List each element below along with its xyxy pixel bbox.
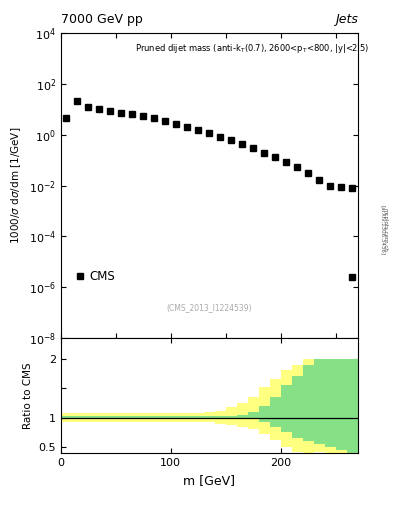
Text: mcplots.cern.ch: mcplots.cern.ch [383,208,387,252]
Bar [138,416,149,419]
Bar [204,416,215,419]
Bar [149,413,160,422]
Bar [72,413,83,422]
Bar [138,413,149,422]
Bar [193,413,204,422]
Bar [325,358,336,447]
Text: 7000 GeV pp: 7000 GeV pp [61,13,143,26]
Bar [314,358,325,444]
Bar [171,416,182,419]
Bar [160,413,171,422]
Bar [171,413,182,422]
CMS [174,121,179,127]
Bar [347,358,358,453]
Bar [204,412,215,422]
CMS [64,115,69,121]
CMS [130,111,135,117]
Line: CMS: CMS [63,98,355,191]
CMS [185,123,190,130]
Bar [281,385,292,433]
CMS [339,184,343,190]
Bar [72,416,83,419]
Bar [270,379,281,440]
CMS [97,106,102,113]
CMS [273,154,277,160]
Text: Jets: Jets [335,13,358,26]
Bar [61,416,72,419]
X-axis label: m [GeV]: m [GeV] [183,474,235,486]
Bar [193,416,204,419]
CMS [75,98,80,104]
Bar [160,416,171,419]
Bar [325,358,336,453]
Y-axis label: 1000/$\sigma$ d$\sigma$/dm [1/GeV]: 1000/$\sigma$ d$\sigma$/dm [1/GeV] [9,127,23,244]
CMS [317,177,321,183]
Bar [105,416,116,419]
Bar [314,358,325,452]
Bar [248,412,259,419]
CMS [229,137,233,143]
Bar [336,358,347,453]
Bar [292,376,303,438]
CMS [284,159,288,165]
Bar [215,411,226,423]
Bar [347,358,358,453]
CMS [207,130,212,136]
Bar [226,407,237,425]
Bar [182,416,193,419]
CMS [262,150,266,156]
Bar [105,413,116,422]
Bar [336,358,347,450]
CMS [240,141,244,147]
Text: (CMS_2013_I1224539): (CMS_2013_I1224539) [167,303,252,312]
Bar [303,358,314,453]
CMS [196,126,201,133]
Bar [281,370,292,447]
Bar [127,416,138,419]
CMS [350,185,354,191]
CMS [328,183,332,189]
Bar [149,416,160,419]
Bar [237,415,248,419]
Bar [303,365,314,441]
Bar [116,413,127,422]
Bar [259,406,270,422]
Bar [94,413,105,422]
Y-axis label: Ratio to CMS: Ratio to CMS [23,362,33,429]
Bar [83,413,94,422]
Bar [248,397,259,430]
Legend: CMS: CMS [73,266,119,286]
CMS [218,134,222,140]
Bar [127,413,138,422]
Bar [94,416,105,419]
Bar [83,416,94,419]
CMS [306,170,310,177]
Bar [292,365,303,452]
Bar [61,413,72,422]
CMS [141,113,146,119]
CMS [295,164,299,170]
Bar [116,416,127,419]
CMS [163,118,168,124]
CMS [251,145,255,151]
Bar [270,397,281,426]
Bar [226,416,237,419]
CMS [119,110,124,116]
Text: Pruned dijet mass (anti-k$_\mathrm{T}$(0.7), 2600<p$_\mathrm{T}$<800, |y|<2.5): Pruned dijet mass (anti-k$_\mathrm{T}$(0… [135,42,370,55]
Text: [arXiv:1306.3436]: [arXiv:1306.3436] [380,205,385,255]
Bar [259,387,270,434]
Bar [182,413,193,422]
Bar [215,416,226,419]
CMS [152,115,157,121]
CMS [86,103,91,110]
Bar [237,403,248,427]
CMS [108,108,113,114]
